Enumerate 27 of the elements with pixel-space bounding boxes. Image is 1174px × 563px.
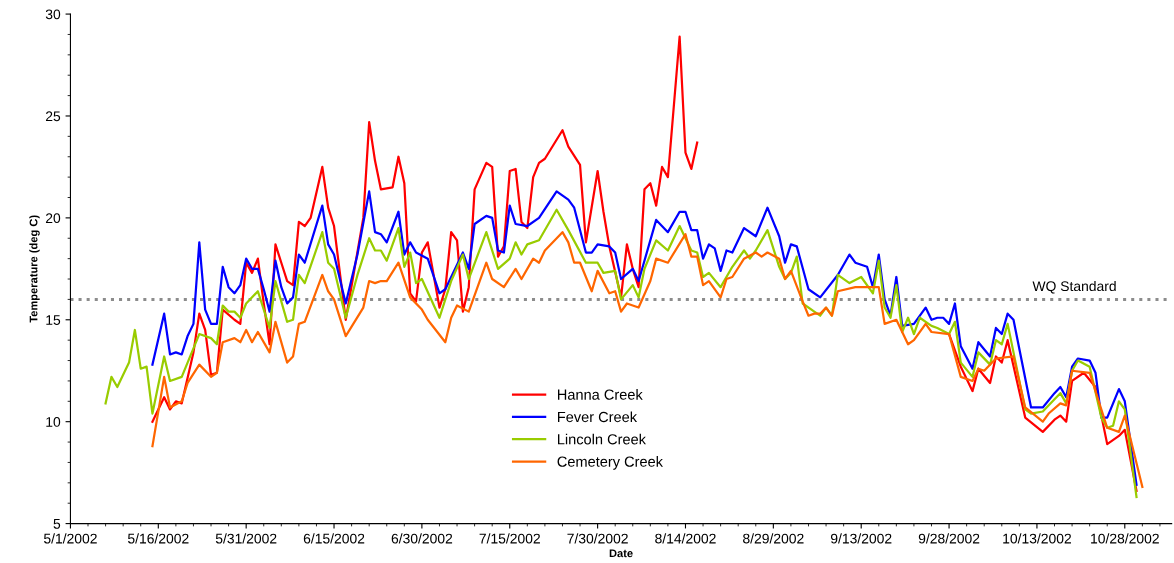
x-tick-label: 8/29/2002 [743,533,804,544]
x-tick-label: 5/1/2002 [43,533,97,544]
legend-label: Cemetery Creek [557,456,663,470]
x-tick-label: 6/15/2002 [303,533,365,544]
y-tick-label: 5 [53,519,61,529]
x-tick-label: 5/31/2002 [215,533,277,544]
line-series [151,231,1144,489]
y-tick-label: 20 [45,213,61,224]
legend-label: Hanna Creek [558,389,643,400]
y-tick-label: 10 [46,417,61,427]
x-tick-label: 10/13/2002 [1003,533,1071,544]
x-tick-label: 7/15/2002 [479,533,540,544]
y-tick-label: 25 [45,111,61,122]
ref-line-label: WQ Standard [1032,280,1116,294]
x-tick-label: 9/13/2002 [830,533,892,544]
x-tick-label: 6/30/2002 [391,533,453,544]
x-tick-label: 10/28/2002 [1091,533,1159,544]
x-axis-title: Date [609,549,633,558]
x-tick-label: 7/30/2002 [567,533,628,544]
legend-label: Lincoln Creek [558,433,646,445]
x-tick-label: 9/28/2002 [918,533,980,544]
y-tick-label: 30 [45,9,61,20]
x-tick-label: 5/16/2002 [127,533,189,544]
y-tick-label: 15 [46,315,61,325]
x-tick-label: 8/14/2002 [655,533,716,544]
legend-label: Fever Creek [558,411,638,423]
y-axis-title: Temperature (deg C) [29,215,40,323]
